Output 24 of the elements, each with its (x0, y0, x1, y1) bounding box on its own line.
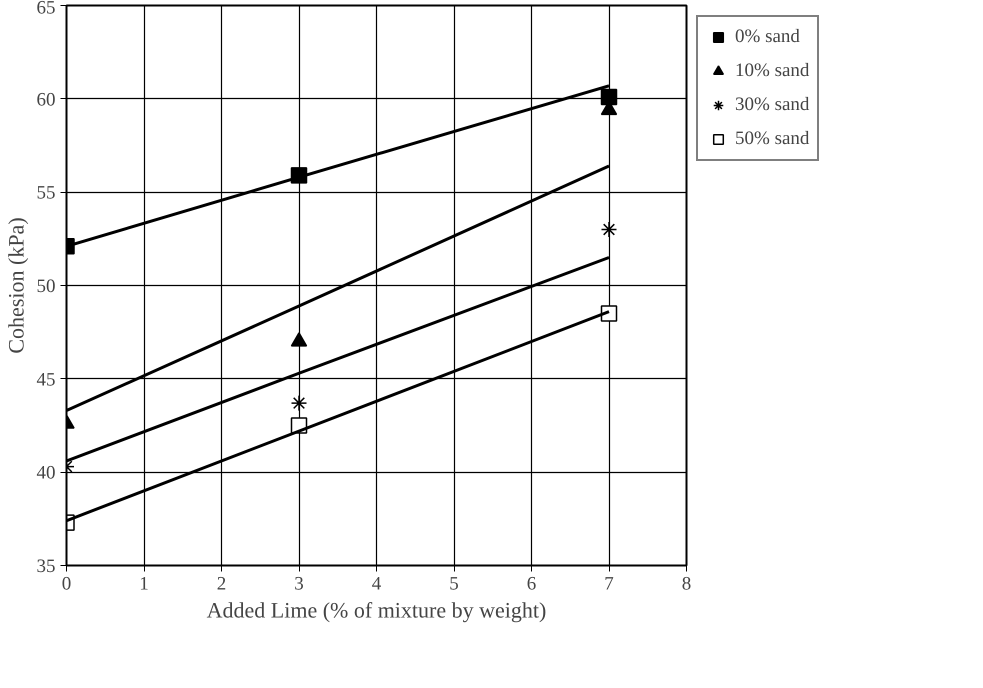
legend-label: 30% sand (735, 94, 810, 116)
x-tick-label: 0 (62, 574, 72, 594)
y-tick-label: 60 (36, 89, 56, 110)
x-tick-label: 6 (526, 574, 536, 594)
y-tick-label: 65 (36, 0, 56, 18)
x-tick-label: 5 (449, 574, 459, 594)
y-tick-label: 35 (36, 556, 56, 577)
y-tick-label: 55 (36, 182, 56, 204)
x-tick-label: 2 (216, 574, 226, 594)
point (600, 88, 618, 106)
point (600, 221, 618, 238)
x-tick-label: 7 (604, 574, 614, 594)
x-tick-label: 8 (682, 574, 692, 594)
y-axis-title: Cohesion (kPa) (4, 217, 28, 354)
legend-label: 50% sand (735, 128, 810, 150)
y-tick-label: 40 (36, 462, 56, 484)
x-tick-label: 3 (294, 574, 304, 594)
legend-label: 0% sand (735, 26, 800, 48)
x-tick-label: 1 (139, 574, 149, 594)
x-axis-title: Added Lime (% of mixture by weight) (206, 598, 546, 622)
y-tick-label: 45 (36, 369, 56, 390)
legend-label: 10% sand (735, 60, 810, 82)
y-tick-label: 50 (36, 276, 56, 297)
x-tick-label: 4 (372, 574, 382, 594)
